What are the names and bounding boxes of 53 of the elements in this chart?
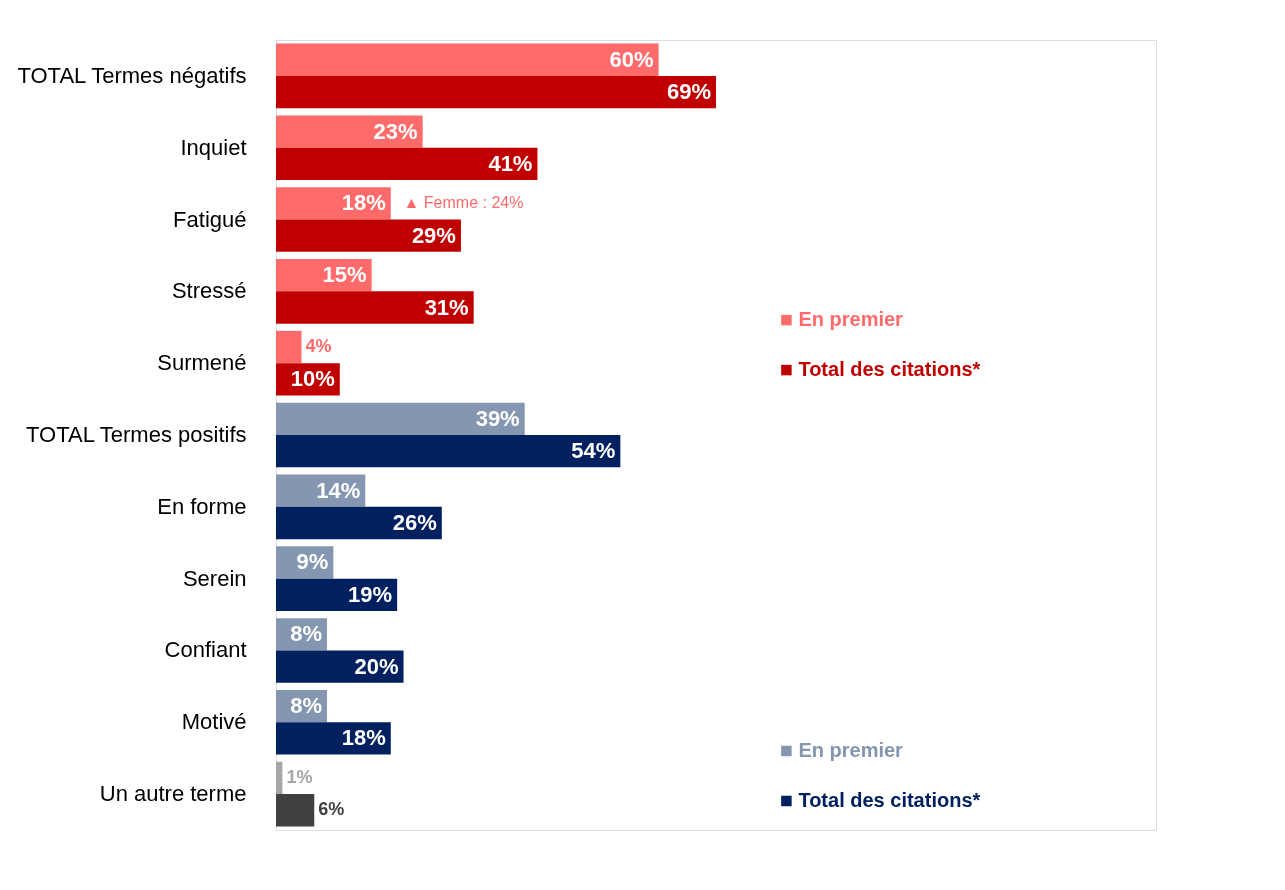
data-label: 41%: [488, 150, 533, 176]
data-label: 20%: [354, 653, 399, 679]
bar: [276, 761, 283, 795]
legend-label: En premier: [798, 739, 904, 761]
data-label: 4%: [305, 336, 332, 357]
data-label: 9%: [296, 549, 329, 575]
bar: [276, 402, 525, 435]
data-label: 23%: [373, 118, 418, 144]
y-tick-label: TOTAL Termes positifs: [26, 422, 247, 447]
bar: [276, 650, 404, 683]
data-label: 14%: [316, 477, 361, 503]
data-label: 18%: [341, 725, 386, 751]
data-label: 19%: [348, 581, 393, 607]
bar: [276, 75, 716, 109]
annotation: ▲ Femme : 24%: [403, 194, 524, 212]
bar: [276, 43, 659, 76]
bar: [276, 506, 442, 540]
y-tick-label: Confiant: [164, 637, 247, 663]
y-tick-label: Inquiet: [180, 134, 247, 160]
y-tick-label: Fatigué: [173, 206, 247, 232]
y-tick-label: Surmené: [157, 350, 247, 376]
data-label: 15%: [322, 262, 367, 288]
data-label: 54%: [571, 438, 616, 464]
data-label: 39%: [475, 405, 520, 431]
bar: [276, 794, 315, 827]
data-label: 69%: [666, 79, 711, 105]
bar: [276, 219, 461, 252]
bar: [276, 115, 423, 148]
data-label: 31%: [424, 294, 469, 320]
data-label: 8%: [290, 621, 323, 647]
legend-label: En premier: [798, 308, 904, 331]
data-label: 29%: [411, 222, 456, 248]
data-label: 8%: [290, 693, 323, 719]
legend-label: Total des citations*: [798, 358, 981, 381]
y-tick-label: Stressé: [171, 278, 247, 304]
y-tick-label: Serein: [182, 565, 247, 591]
bar: [276, 291, 474, 324]
y-tick-label: Motivé: [181, 709, 247, 735]
y-tick-label: TOTAL Termes négatifs: [17, 62, 247, 88]
data-label: 60%: [609, 46, 654, 72]
bar: [276, 435, 621, 468]
legend-label: Total des citations*: [798, 789, 981, 811]
bar: [276, 330, 302, 364]
bar: [276, 722, 391, 755]
data-label: 26%: [392, 509, 437, 535]
bar: [276, 147, 538, 181]
y-tick-label: Un autre terme: [99, 781, 247, 807]
y-tick-label: En forme: [157, 493, 247, 519]
bar: [276, 187, 391, 220]
data-label: 6%: [318, 799, 345, 820]
data-label: 10%: [290, 366, 335, 392]
data-label: 1%: [286, 766, 313, 787]
data-label: 18%: [341, 190, 386, 216]
